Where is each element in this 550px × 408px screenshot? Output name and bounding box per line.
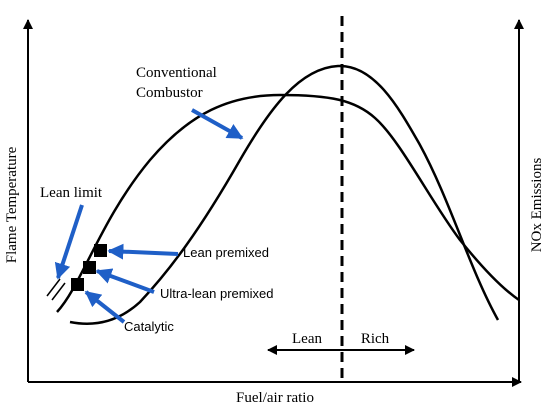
nox-emissions-curve: [69, 64, 500, 325]
lean-premixed-arrow: [107, 243, 179, 260]
lean-label: Lean: [292, 331, 322, 347]
ultra-lean-premixed-label: Ultra-lean premixed: [160, 286, 273, 301]
left-y-axis-label: Flame Temperature: [4, 146, 20, 263]
conventional-label-line2: Combustor: [136, 85, 203, 101]
right-y-axis-label: NOx Emissions: [529, 158, 545, 253]
lean-limit-arrow: [54, 204, 84, 280]
rich-label: Rich: [361, 331, 390, 347]
lean-premixed-marker: [94, 244, 107, 257]
annotation-arrows: [54, 108, 244, 324]
lean-premixed-label: Lean premixed: [183, 245, 269, 260]
lean-limit-tick-1: [46, 278, 61, 297]
catalytic-label: Catalytic: [124, 319, 174, 334]
ultra-lean-premixed-arrow: [95, 268, 155, 294]
x-axis-label: Fuel/air ratio: [236, 390, 314, 406]
ultra-lean-premixed-marker: [83, 261, 96, 274]
lean-limit-label: Lean limit: [40, 185, 103, 201]
conventional-arrow: [191, 108, 244, 140]
lean-limit-tick-2: [51, 282, 66, 301]
catalytic-arrow: [84, 290, 126, 324]
flame-temperature-curve: [56, 93, 520, 313]
catalytic-marker: [71, 278, 84, 291]
conventional-label-line1: Conventional: [136, 65, 217, 81]
axes: [23, 19, 524, 387]
